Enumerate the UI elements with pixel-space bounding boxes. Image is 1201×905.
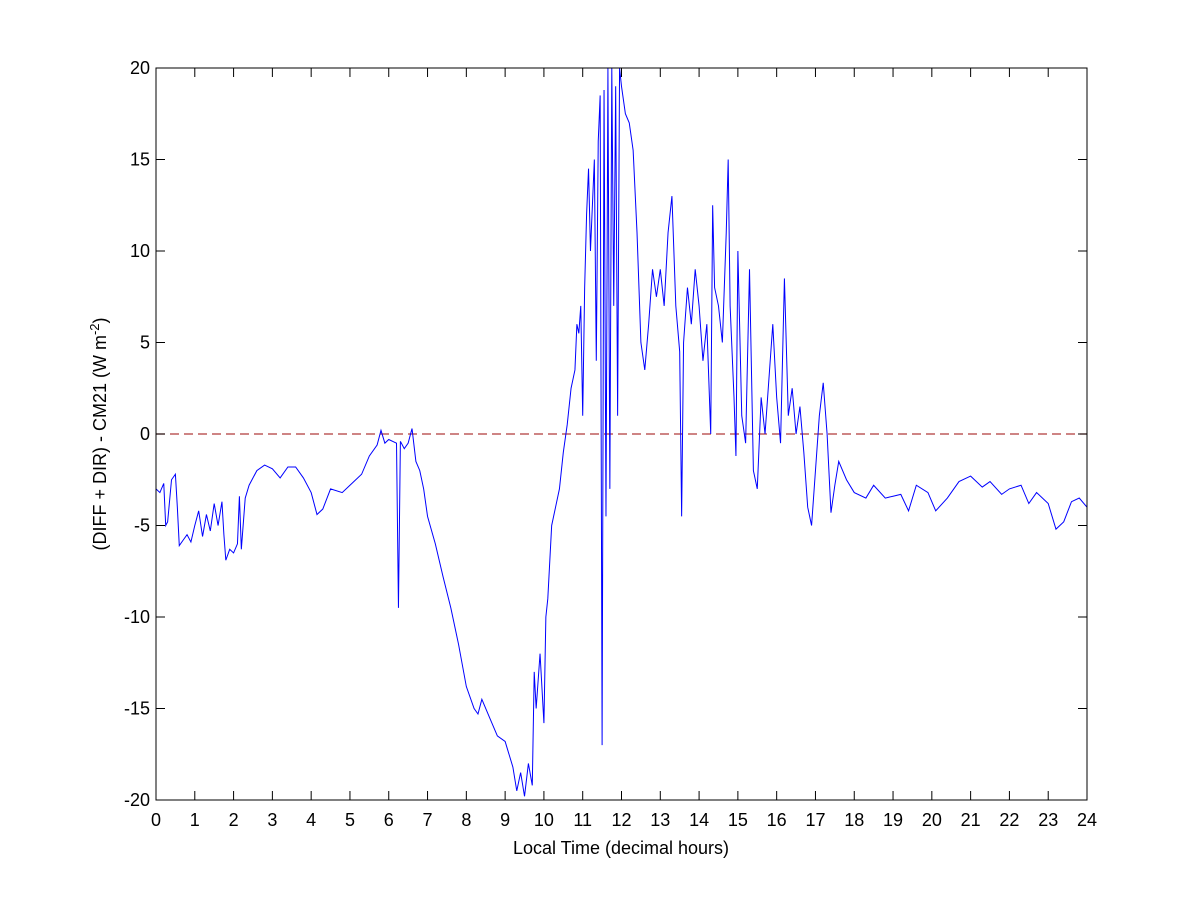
y-tick-label: 15 xyxy=(130,150,150,170)
x-tick-label: 18 xyxy=(844,810,864,830)
x-tick-label: 14 xyxy=(689,810,709,830)
x-tick-label: 20 xyxy=(922,810,942,830)
x-tick-label: 11 xyxy=(573,810,592,830)
y-tick-label: -15 xyxy=(124,699,150,719)
x-tick-label: 22 xyxy=(999,810,1019,830)
x-tick-label: 2 xyxy=(229,810,239,830)
y-tick-label: -20 xyxy=(124,790,150,810)
x-tick-label: 8 xyxy=(461,810,471,830)
x-tick-label: 17 xyxy=(805,810,825,830)
y-axis-label-suffix: ) xyxy=(90,317,110,323)
x-tick-label: 10 xyxy=(534,810,554,830)
x-tick-label: 1 xyxy=(190,810,200,830)
x-tick-label: 4 xyxy=(306,810,316,830)
y-tick-label: 20 xyxy=(130,58,150,78)
x-tick-label: 23 xyxy=(1038,810,1058,830)
x-tick-label: 3 xyxy=(267,810,277,830)
x-tick-label: 16 xyxy=(767,810,787,830)
x-tick-label: 5 xyxy=(345,810,355,830)
x-tick-label: 19 xyxy=(883,810,903,830)
x-tick-label: 24 xyxy=(1077,810,1097,830)
y-tick-label: -10 xyxy=(124,607,150,627)
y-tick-label: -5 xyxy=(134,516,150,536)
x-tick-label: 9 xyxy=(500,810,510,830)
y-axis-label-text: (DIFF + DIR) - CM21 (W m xyxy=(90,335,110,550)
x-tick-label: 15 xyxy=(728,810,748,830)
x-tick-label: 12 xyxy=(611,810,631,830)
x-tick-label: 7 xyxy=(423,810,433,830)
y-tick-label: 5 xyxy=(140,333,150,353)
data-line xyxy=(155,67,1088,797)
x-tick-label: 21 xyxy=(961,810,981,830)
x-axis-label: Local Time (decimal hours) xyxy=(513,838,729,858)
x-tick-label: 13 xyxy=(650,810,670,830)
y-axis-label-superscript: -2 xyxy=(87,323,102,335)
y-axis-label: (DIFF + DIR) - CM21 (W m-2) xyxy=(87,317,111,550)
x-tick-label: 0 xyxy=(151,810,161,830)
y-tick-label: 10 xyxy=(130,241,150,261)
x-tick-label: 6 xyxy=(384,810,394,830)
y-tick-label: 0 xyxy=(140,424,150,444)
